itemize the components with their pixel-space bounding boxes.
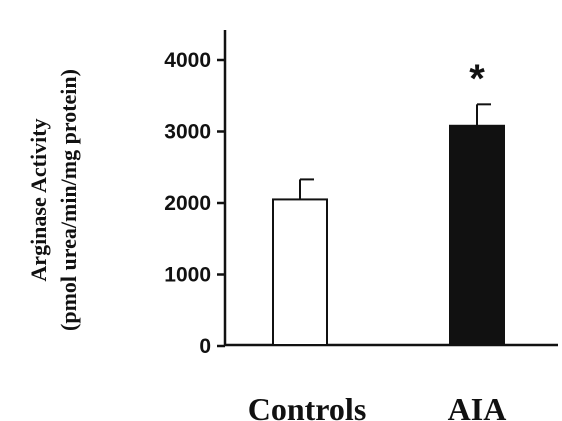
bar-controls <box>272 198 328 346</box>
y-tick-label: 4000 <box>164 49 211 72</box>
y-tick-label: 3000 <box>164 121 211 144</box>
bar-aia <box>449 124 505 346</box>
bars <box>272 124 505 346</box>
y-tick-label: 0 <box>199 335 211 358</box>
y-axis-label: Arginase Activity (pmol urea/min/mg prot… <box>26 69 81 331</box>
category-label-controls: Controls <box>248 391 367 421</box>
significance-asterisk: * <box>469 57 485 101</box>
y-tick-label: 1000 <box>164 264 211 287</box>
y-tick-label: 2000 <box>164 192 211 215</box>
category-label-aia: AIA <box>448 391 507 421</box>
y-axis-ticks: 0 1000 2000 3000 4000 <box>164 49 225 358</box>
y-axis-label-line-1: Arginase Activity <box>26 118 51 281</box>
category-labels: Controls AIA <box>248 391 507 421</box>
error-bars <box>299 103 491 200</box>
annotations: * <box>469 57 485 101</box>
y-axis-label-line-2: (pmol urea/min/mg protein) <box>56 69 81 331</box>
